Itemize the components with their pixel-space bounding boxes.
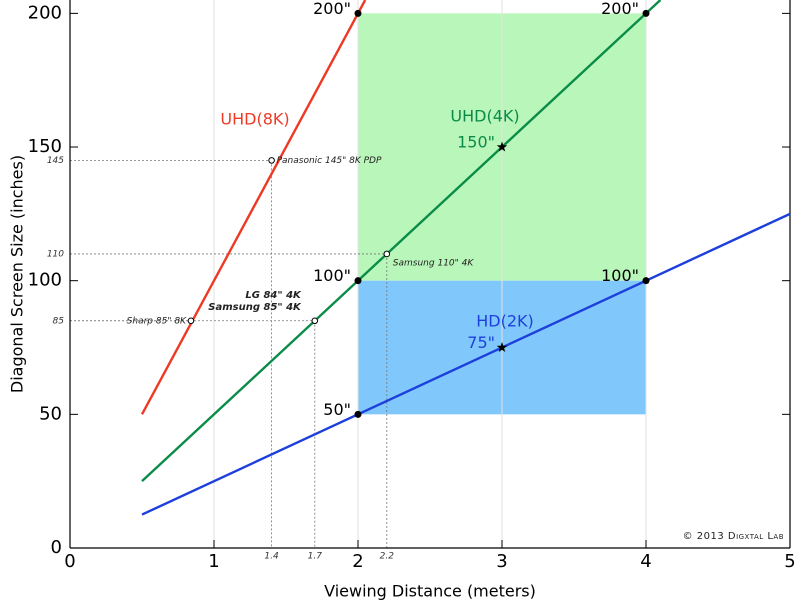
x-tick-label: 1	[208, 551, 219, 572]
point-label: 100"	[601, 266, 639, 285]
y-tick-label: 200	[28, 2, 62, 23]
device-label: Samsung 110" 4K	[393, 258, 475, 268]
y-axis-label: Diagonal Screen Size (inches)	[8, 155, 27, 393]
device-point	[383, 250, 391, 258]
point	[354, 277, 362, 285]
point	[354, 9, 362, 17]
minor-y-tick-label: 145	[47, 156, 64, 166]
device-label: Panasonic 145" 8K PDP	[277, 156, 382, 166]
star-point	[496, 342, 508, 352]
minor-y-tick-label: 85	[53, 316, 65, 326]
point-label: 150"	[457, 133, 495, 152]
point	[354, 410, 362, 418]
series-line	[141, 0, 662, 483]
credit: © 2013 Digxtal Lab	[683, 531, 784, 542]
x-tick-label: 4	[640, 551, 651, 572]
y-tick-label: 0	[51, 537, 62, 558]
device-point	[311, 317, 319, 325]
series-label: HD(2K)	[476, 312, 534, 331]
minor-x-tick-label: 1.7	[308, 552, 323, 562]
device-label: LG 84" 4K	[245, 290, 302, 301]
series-line	[140, 0, 367, 415]
point-label: 50"	[323, 400, 351, 419]
device-point	[268, 157, 275, 164]
minor-y-tick-label: 110	[47, 249, 64, 259]
x-axis-label: Viewing Distance (meters)	[324, 582, 536, 601]
x-tick-label: 0	[64, 551, 75, 572]
series-label: UHD(8K)	[220, 110, 289, 129]
point-label: 200"	[313, 0, 351, 18]
device-label: Sharp 85" 8K	[127, 316, 187, 326]
point	[642, 277, 650, 285]
minor-x-tick-label: 2.2	[380, 552, 395, 562]
series-line	[141, 212, 791, 516]
y-tick-label: 100	[28, 270, 62, 291]
device-label: Samsung 85" 4K	[208, 302, 302, 313]
x-tick-label: 5	[784, 551, 795, 572]
point	[642, 9, 650, 17]
point-label: 75"	[467, 333, 495, 352]
minor-x-tick-label: 1.4	[264, 552, 279, 562]
star-point	[496, 141, 508, 152]
series-label: UHD(4K)	[450, 107, 519, 126]
device-point	[187, 317, 195, 325]
x-tick-label: 3	[496, 551, 507, 572]
x-tick-label: 2	[352, 551, 363, 572]
y-tick-label: 50	[39, 403, 62, 424]
point-label: 100"	[313, 266, 351, 285]
y-tick-label: 150	[28, 136, 62, 157]
point-label: 200"	[601, 0, 639, 18]
